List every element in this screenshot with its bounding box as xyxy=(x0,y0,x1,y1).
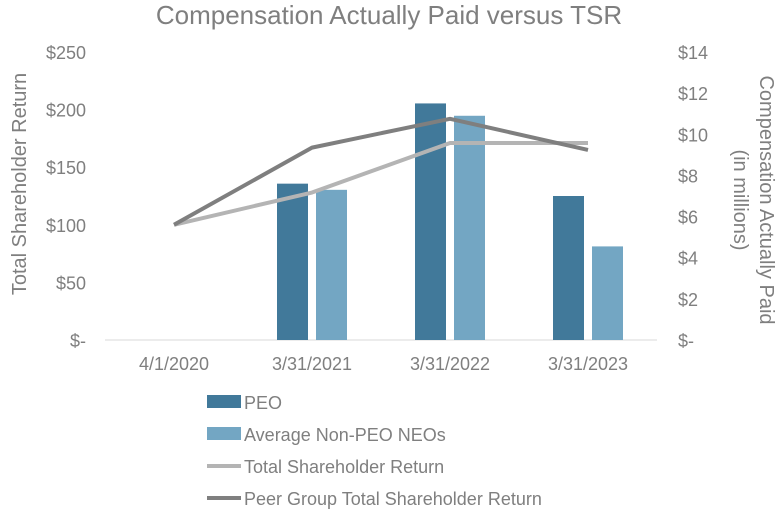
legend-swatch xyxy=(207,395,241,408)
right-tick-label: $6 xyxy=(678,208,698,228)
bar-peo xyxy=(277,183,308,340)
x-tick-label: 4/1/2020 xyxy=(139,354,209,374)
right-axis-ticks: $- $2 $4 $6 $8 $10 $12 $14 xyxy=(678,43,708,351)
right-tick-label: $14 xyxy=(678,43,708,63)
left-tick-label: $- xyxy=(70,331,86,351)
peer-tsr-line xyxy=(173,116,589,227)
line-group xyxy=(173,116,589,227)
chart-title: Compensation Actually Paid versus TSR xyxy=(156,0,622,30)
right-tick-label: $4 xyxy=(678,249,698,269)
bar-peo xyxy=(553,196,584,340)
legend-label: Peer Group Total Shareholder Return xyxy=(244,489,542,509)
right-tick-label: $12 xyxy=(678,84,708,104)
right-tick-label: $2 xyxy=(678,290,698,310)
left-tick-label: $250 xyxy=(46,43,86,63)
left-axis-label: Total Shareholder Return xyxy=(9,73,31,295)
left-tick-label: $50 xyxy=(56,273,86,293)
left-tick-label: $150 xyxy=(46,158,86,178)
left-tick-label: $200 xyxy=(46,101,86,121)
bar-peo xyxy=(415,103,446,340)
legend-label: PEO xyxy=(244,393,282,413)
right-axis-label-line2: (in millions) xyxy=(729,149,751,250)
bar-non-peo-neos xyxy=(454,115,485,341)
left-axis-ticks: $- $50 $100 $150 $200 $250 xyxy=(46,43,86,351)
right-tick-label: $- xyxy=(678,331,694,351)
x-tick-label: 3/31/2023 xyxy=(548,354,628,374)
legend-label: Total Shareholder Return xyxy=(244,457,444,477)
x-tick-label: 3/31/2021 xyxy=(272,354,352,374)
right-tick-label: $10 xyxy=(678,125,708,145)
x-tick-label: 3/31/2022 xyxy=(410,354,490,374)
legend-swatch xyxy=(207,427,241,440)
right-tick-label: $8 xyxy=(678,166,698,186)
legend-label: Average Non-PEO NEOs xyxy=(244,425,446,445)
bar-group xyxy=(277,103,623,341)
left-tick-label: $100 xyxy=(46,216,86,236)
bar-non-peo-neos xyxy=(316,189,347,340)
legend: PEO Average Non-PEO NEOs Total Shareholder… xyxy=(207,393,542,509)
bar-non-peo-neos xyxy=(592,246,623,340)
x-axis-ticks: 4/1/2020 3/31/2021 3/31/2022 3/31/2023 xyxy=(139,354,628,374)
right-axis-label: Compensation Actually Paid (in millions) xyxy=(729,75,777,324)
tsr-line xyxy=(173,141,588,227)
right-axis-label-line1: Compensation Actually Paid xyxy=(755,75,777,324)
